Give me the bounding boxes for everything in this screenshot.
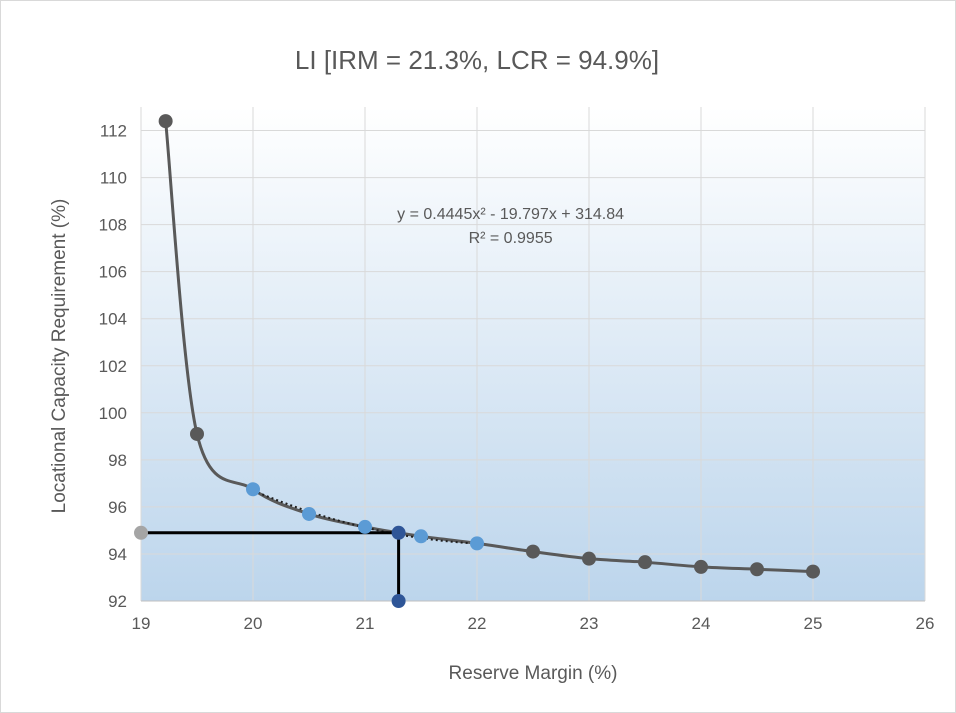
- trendline-annotation: y = 0.4445x² - 19.797x + 314.84 R² = 0.9…: [397, 206, 624, 247]
- y-tick-label: 108: [99, 216, 127, 235]
- data-series: [134, 114, 820, 608]
- x-tick-label: 23: [580, 614, 599, 633]
- data-point: [358, 519, 372, 534]
- trendline-r-squared: R² = 0.9955: [469, 230, 553, 247]
- curve-marker: [526, 544, 540, 559]
- y-tick-label: 96: [108, 498, 127, 517]
- curve-marker: [582, 551, 596, 566]
- grid-lines: [140, 107, 926, 602]
- data-point: [414, 529, 428, 544]
- tick-labels: 19 20 21 22 23 24 25 26 92 94 96 98 100 102 104 106 108 1…: [99, 122, 935, 633]
- data-point: [134, 525, 148, 540]
- curve-marker: [638, 555, 652, 570]
- x-tick-label: 21: [356, 614, 375, 633]
- trendline-equation: y = 0.4445x² - 19.797x + 314.84: [397, 206, 624, 223]
- curve-marker: [158, 114, 173, 129]
- data-point: [470, 536, 484, 551]
- y-axis-label: Locational Capacity Requirement (%): [49, 199, 70, 514]
- y-tick-label: 102: [99, 357, 127, 376]
- y-tick-label: 104: [99, 310, 127, 329]
- data-point: [246, 482, 260, 497]
- x-tick-label: 25: [804, 614, 823, 633]
- curve-marker: [190, 426, 204, 441]
- x-tick-label: 19: [132, 614, 151, 633]
- y-tick-label: 106: [99, 263, 127, 282]
- chart-title: LI [IRM = 21.3%, LCR = 94.9%]: [295, 45, 659, 75]
- data-point: [391, 594, 406, 608]
- y-tick-label: 92: [108, 592, 127, 611]
- curve-marker: [694, 559, 708, 574]
- y-tick-label: 110: [100, 169, 127, 188]
- x-axis-label: Reserve Margin (%): [449, 663, 618, 684]
- x-tick-label: 22: [468, 614, 487, 633]
- y-tick-label: 112: [100, 122, 127, 141]
- x-tick-label: 20: [244, 614, 263, 633]
- x-tick-label: 26: [916, 614, 935, 633]
- data-point: [391, 525, 406, 540]
- y-tick-label: 98: [108, 451, 127, 470]
- y-tick-label: 94: [108, 545, 127, 564]
- trendline: [252, 489, 478, 545]
- y-tick-label: 100: [99, 404, 127, 423]
- curve-marker: [806, 564, 820, 579]
- plot-area: [141, 107, 925, 601]
- x-tick-label: 24: [692, 614, 711, 633]
- data-point: [302, 506, 316, 521]
- curve-marker: [750, 562, 764, 577]
